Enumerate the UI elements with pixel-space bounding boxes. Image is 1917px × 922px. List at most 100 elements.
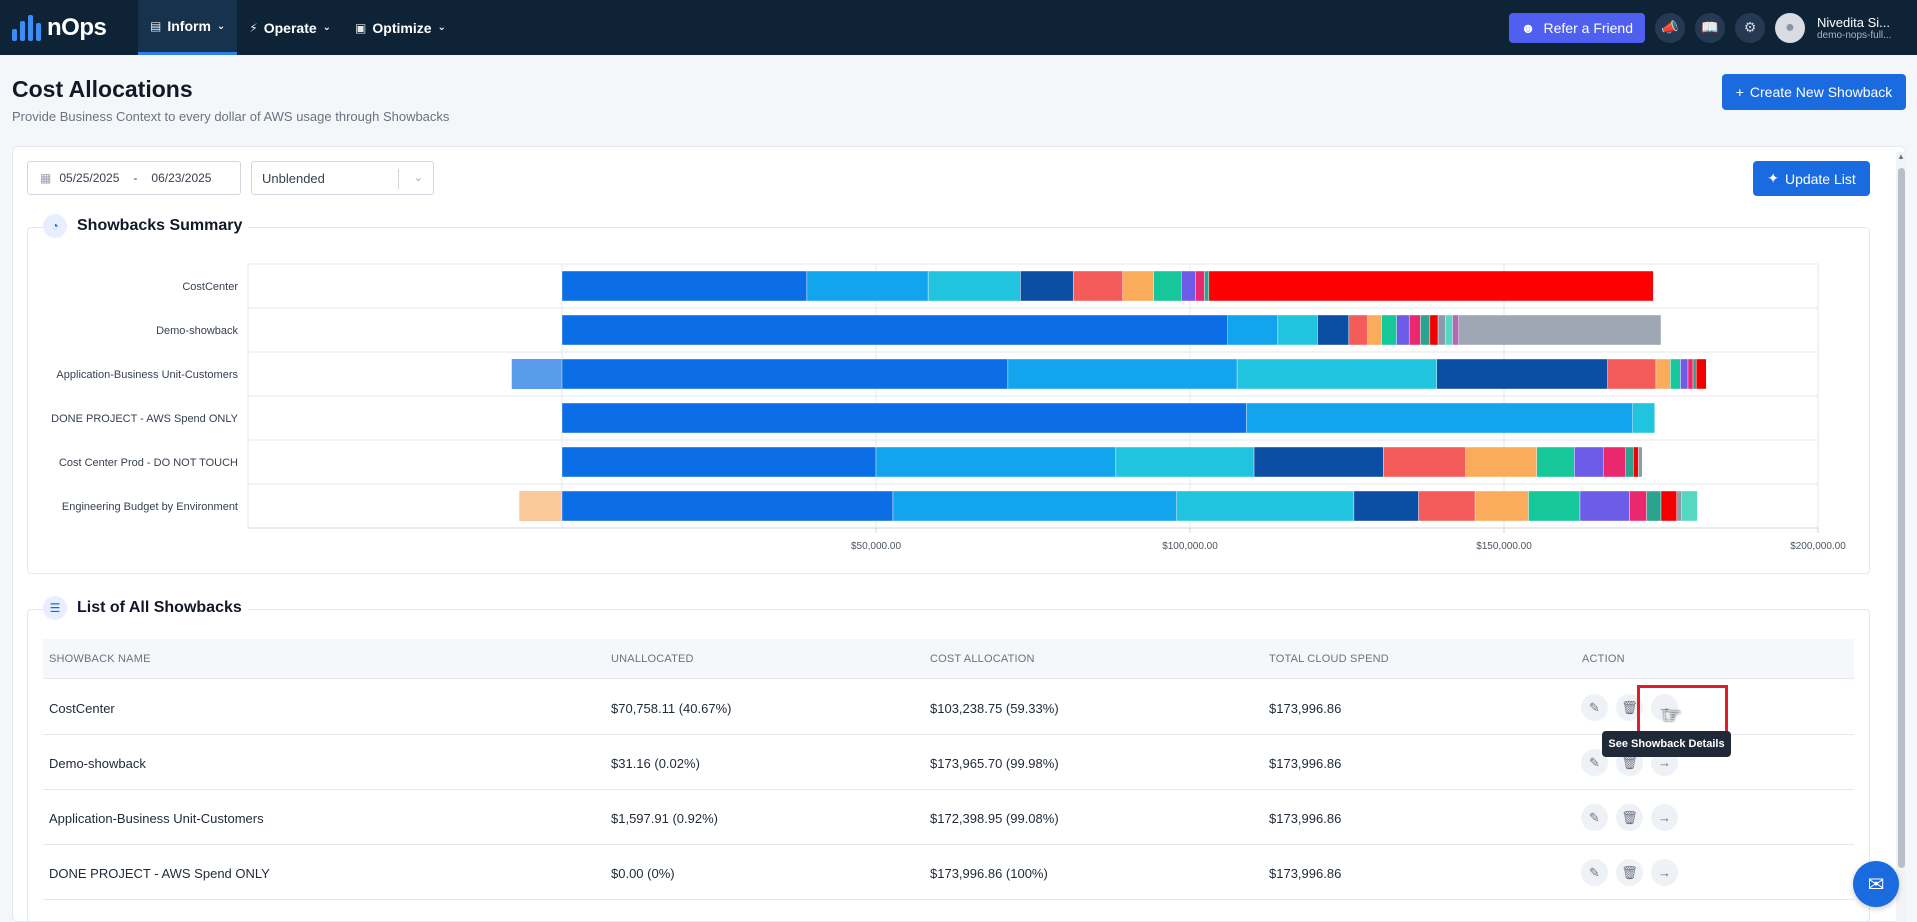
gear-icon[interactable]: ⚙: [1735, 12, 1765, 43]
bar-segment: [1020, 270, 1074, 302]
bar-segment: [1246, 402, 1633, 434]
bar-segment: [1408, 314, 1421, 346]
showback-name[interactable]: Demo-showback: [49, 756, 146, 771]
bar-segment: [1317, 314, 1350, 346]
bar-segment-negative: [519, 491, 562, 521]
date-end[interactable]: 06/23/2025: [151, 171, 212, 185]
nav-operate[interactable]: ⚡ Operate ⌄: [237, 0, 343, 55]
arrow-right-icon[interactable]: →: [1651, 804, 1678, 831]
book-icon[interactable]: 📖: [1695, 12, 1725, 43]
page-subtitle: Provide Business Context to every dollar…: [12, 109, 450, 124]
nav-inform-label: Inform: [167, 18, 211, 34]
bar-segment: [1367, 314, 1382, 346]
scroll-up-icon[interactable]: ▲: [1897, 152, 1905, 161]
bar-segment: [1204, 270, 1210, 302]
table-header: SHOWBACK NAME UNALLOCATED COST ALLOCATIO…: [43, 639, 1854, 679]
x-tick-label: $100,000.00: [1162, 541, 1218, 552]
page-title: Cost Allocations: [12, 76, 193, 102]
cost-type-select[interactable]: Unblended ⌄: [251, 161, 434, 195]
bar-segment: [1633, 446, 1639, 478]
bar-segment: [1452, 314, 1459, 346]
avatar[interactable]: ●: [1775, 12, 1805, 43]
edit-icon[interactable]: ✎: [1581, 694, 1608, 721]
update-list-button[interactable]: ✦ Update List: [1753, 161, 1870, 196]
nav-right: ☻ Refer a Friend 📣 📖 ⚙ ● Nivedita Si... …: [1508, 12, 1917, 43]
pie-chart-icon: ◔: [43, 214, 67, 238]
header-unallocated[interactable]: UNALLOCATED: [611, 653, 694, 665]
bar-segment: [1253, 446, 1384, 478]
bar-segment: [1418, 490, 1476, 522]
nav-inform[interactable]: ▤ Inform ⌄: [138, 0, 238, 55]
header-cost-allocation[interactable]: COST ALLOCATION: [930, 653, 1035, 665]
table-row[interactable]: Application-Business Unit-Customers $1,5…: [43, 790, 1854, 845]
edit-icon[interactable]: ✎: [1581, 859, 1608, 886]
showback-name[interactable]: CostCenter: [49, 701, 115, 716]
bar-segment: [1195, 270, 1205, 302]
refer-friend-label: Refer a Friend: [1543, 19, 1633, 36]
chevron-down-icon: ⌄: [437, 22, 446, 33]
user-icon: ☻: [1520, 19, 1536, 36]
allocation-value: $172,398.95 (99.08%): [930, 811, 1059, 826]
edit-icon[interactable]: ✎: [1581, 804, 1608, 831]
bar-segment: [892, 490, 1178, 522]
table-row[interactable]: DONE PROJECT - AWS Spend ONLY $0.00 (0%)…: [43, 845, 1854, 900]
y-tick-label: DONE PROJECT - AWS Spend ONLY: [51, 413, 239, 425]
bar-chart-icon: ▤: [150, 19, 162, 33]
bar-segment: [1381, 314, 1397, 346]
header-total-cloud-spend[interactable]: TOTAL CLOUD SPEND: [1269, 653, 1389, 665]
nav-optimize[interactable]: ▣ Optimize ⌄: [343, 0, 458, 55]
date-start[interactable]: 05/25/2025: [59, 171, 120, 185]
trash-icon[interactable]: 🗑: [1616, 859, 1643, 886]
arrow-right-icon[interactable]: →: [1651, 694, 1678, 721]
nops-logo[interactable]: nOps: [0, 0, 138, 55]
bar-segment: [1660, 490, 1677, 522]
bar-segment: [1383, 446, 1466, 478]
bar-segment: [1574, 446, 1604, 478]
create-showback-label: Create New Showback: [1749, 84, 1893, 100]
date-range-picker[interactable]: ▦ 05/25/2025 - 06/23/2025: [27, 161, 241, 195]
chat-icon[interactable]: ✉: [1853, 861, 1899, 907]
bar-segment: [1632, 402, 1655, 434]
y-tick-label: Demo-showback: [156, 325, 238, 337]
bar-segment: [1007, 358, 1238, 390]
bar-segment: [1474, 490, 1529, 522]
bar-segment: [561, 402, 1247, 434]
total-spend-value: $173,996.86: [1269, 866, 1342, 881]
bar-segment: [561, 490, 894, 522]
bar-segment: [1692, 358, 1697, 390]
total-spend-value: $173,996.86: [1269, 811, 1342, 826]
bar-segment: [1227, 314, 1279, 346]
header-showback-name[interactable]: SHOWBACK NAME: [49, 653, 151, 665]
bar-segment-negative: [511, 359, 562, 389]
bar-segment: [561, 314, 1228, 346]
chevron-down-icon: ⌄: [322, 22, 332, 33]
scrollbar-thumb[interactable]: [1898, 168, 1905, 868]
bar-segment: [1429, 314, 1439, 346]
bar-segment: [1695, 358, 1707, 390]
bar-segment: [1536, 446, 1575, 478]
bar-segment: [1181, 270, 1196, 302]
bar-segment: [1236, 358, 1438, 390]
showback-name[interactable]: DONE PROJECT - AWS Spend ONLY: [49, 866, 270, 881]
wand-icon: ✦: [1767, 170, 1779, 186]
bar-segment: [1579, 490, 1630, 522]
bar-segment: [1680, 358, 1689, 390]
bar-segment: [1353, 490, 1419, 522]
showback-name[interactable]: Application-Business Unit-Customers: [49, 811, 264, 826]
bar-segment: [1420, 314, 1431, 346]
select-divider: [398, 169, 399, 189]
trash-icon[interactable]: 🗑: [1616, 804, 1643, 831]
bar-segment: [1348, 314, 1368, 346]
showbacks-summary-chart: CostCenter Demo-showback Application-Busin…: [51, 263, 1846, 552]
megaphone-icon[interactable]: 📣: [1655, 12, 1685, 43]
bar-segment: [1676, 490, 1682, 522]
table-row[interactable]: Demo-showback $31.16 (0.02%) $173,965.70…: [43, 735, 1854, 790]
summary-header: ◔ Showbacks Summary: [43, 214, 249, 238]
user-name: Nivedita Si...: [1817, 14, 1890, 30]
arrow-right-icon[interactable]: →: [1651, 859, 1678, 886]
table-row[interactable]: CostCenter $70,758.11 (40.67%) $103,238.…: [43, 680, 1854, 735]
bar-segment: [1396, 314, 1410, 346]
user-menu[interactable]: Nivedita Si... demo-nops-full...: [1817, 15, 1903, 41]
refer-friend-button[interactable]: ☻ Refer a Friend: [1508, 12, 1645, 43]
create-showback-button[interactable]: + Create New Showback: [1722, 74, 1906, 110]
